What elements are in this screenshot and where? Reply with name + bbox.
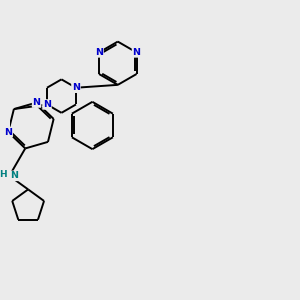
Text: N: N	[11, 171, 19, 180]
Text: N: N	[33, 98, 41, 107]
Text: N: N	[43, 100, 51, 109]
Text: N: N	[95, 48, 103, 57]
Text: N: N	[4, 128, 12, 136]
Text: N: N	[133, 48, 140, 57]
Text: N: N	[72, 83, 80, 92]
Text: H: H	[0, 170, 7, 179]
